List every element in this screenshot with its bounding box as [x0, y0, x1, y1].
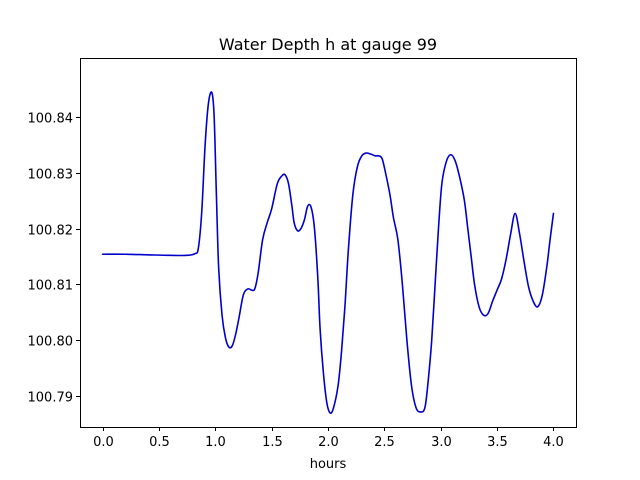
x-tick-label: 1.0	[205, 435, 226, 450]
plot-area	[101, 91, 555, 414]
x-tick-label: 3.5	[487, 435, 508, 450]
y-axis: 100.79 100.80 100.81 100.82 100.83 100.84	[28, 112, 80, 406]
y-tick-label: 100.80	[28, 335, 74, 350]
x-tick-label: 3.0	[431, 435, 452, 450]
chart-title: Water Depth h at gauge 99	[219, 35, 437, 54]
y-tick-label: 100.79	[28, 391, 74, 406]
x-tick-label: 0.5	[149, 435, 170, 450]
y-tick-label: 100.84	[28, 112, 74, 127]
x-tick-label: 1.5	[262, 435, 283, 450]
x-tick-label: 2.0	[318, 435, 339, 450]
x-tick-label: 0.0	[93, 435, 114, 450]
y-tick-label: 100.83	[28, 168, 74, 183]
x-tick-label: 4.0	[543, 435, 564, 450]
x-tick-label: 2.5	[374, 435, 395, 450]
x-axis: 0.0 0.5 1.0 1.5 2.0 2.5 3.0 3.5 4.0	[93, 427, 564, 450]
series-line-0	[101, 91, 555, 414]
plot-frame	[80, 58, 577, 428]
y-tick-label: 100.81	[28, 279, 74, 294]
x-axis-label: hours	[310, 457, 347, 472]
y-tick-label: 100.82	[28, 224, 74, 239]
